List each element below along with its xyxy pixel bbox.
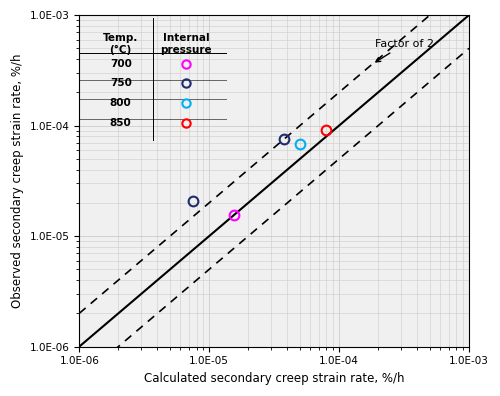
Y-axis label: Observed secondary creep strain rate, %/h: Observed secondary creep strain rate, %/… <box>11 53 24 308</box>
Text: Factor of 2: Factor of 2 <box>375 39 434 62</box>
X-axis label: Calculated secondary creep strain rate, %/h: Calculated secondary creep strain rate, … <box>144 372 405 385</box>
